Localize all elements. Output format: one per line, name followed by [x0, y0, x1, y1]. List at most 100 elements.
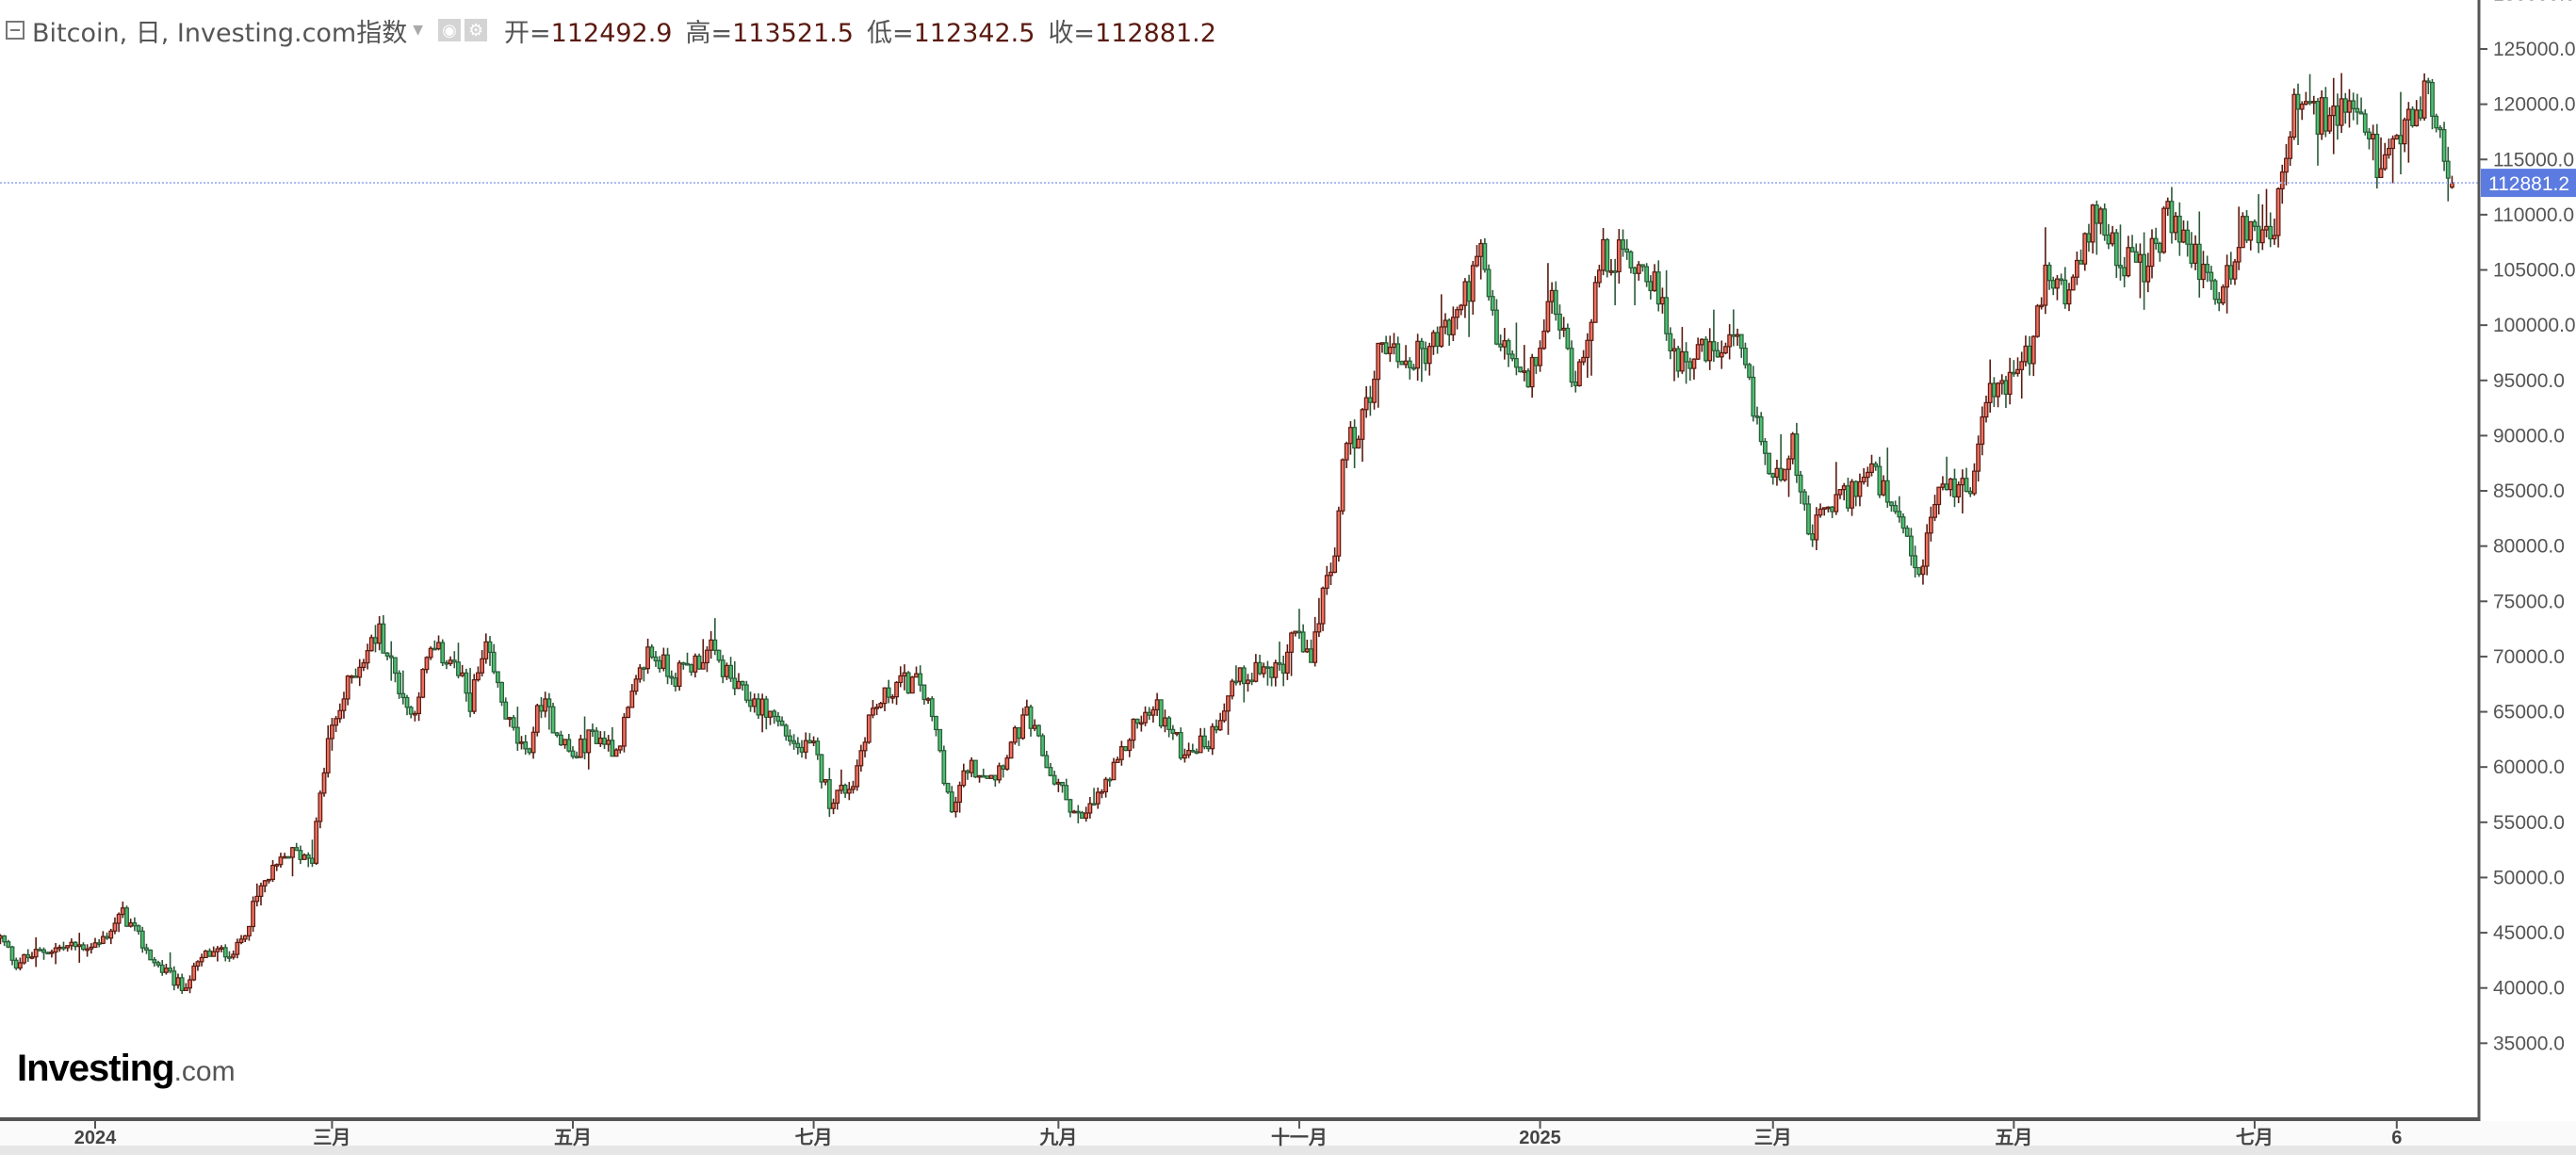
candle-down [2102, 208, 2108, 236]
candle-up [2371, 133, 2376, 139]
candle-down [1017, 726, 1021, 740]
candle-down [2118, 265, 2123, 268]
candle-up [811, 740, 816, 744]
candle-up [606, 740, 611, 745]
gear-icon[interactable]: ⚙ [465, 19, 488, 41]
candle-up [1960, 478, 1965, 486]
candle-up [898, 675, 904, 684]
candle-down [73, 941, 78, 948]
candle-up [2327, 114, 2332, 132]
candle-up [2450, 182, 2454, 188]
candle-down [1900, 516, 1906, 529]
candle-up [128, 922, 134, 927]
candle-up [1987, 382, 1993, 403]
candle-down [1214, 725, 1219, 731]
candle-down [1280, 663, 1286, 675]
candle-down [1036, 724, 1041, 737]
time-tick-label: 十一月 [1271, 1127, 1328, 1148]
candle-down [2106, 234, 2111, 245]
candle-down [696, 655, 702, 670]
candle-up [1004, 757, 1010, 770]
candle-down [1257, 661, 1263, 675]
candle-up [22, 953, 26, 964]
candle-down [1767, 452, 1771, 475]
candle-up [1660, 297, 1665, 305]
candle-down [1091, 803, 1097, 806]
candle-up [1920, 565, 1926, 576]
candle-down [1758, 415, 1764, 443]
candle-down [1490, 296, 1495, 311]
candle-down [929, 698, 935, 718]
candle-up [957, 785, 963, 804]
candle-down [2434, 115, 2439, 129]
candle-up [420, 669, 426, 698]
candle-up [2378, 168, 2384, 179]
candle-up [1529, 356, 1535, 388]
candle-up [49, 951, 55, 954]
candle-up [2145, 265, 2151, 283]
candle-up [2039, 304, 2045, 308]
candle-up [1924, 532, 1930, 567]
candle-up [2173, 215, 2178, 234]
candle-up [318, 792, 323, 822]
candle-up [1470, 265, 1475, 302]
candle-down [1075, 810, 1081, 814]
candle-up [724, 664, 729, 677]
eye-icon[interactable]: ◉ [438, 19, 462, 41]
candle-up [613, 749, 619, 757]
candle-down [1482, 242, 1488, 270]
candle-up [1230, 680, 1235, 697]
candle-down [1904, 527, 1910, 537]
candle-up [1601, 238, 1606, 271]
candle-up [617, 745, 623, 751]
candle-up [1956, 483, 1962, 497]
dropdown-caret-icon[interactable]: ▼ [413, 23, 424, 38]
candle-up [882, 687, 888, 705]
candle-up [871, 708, 875, 716]
candle-down [2374, 133, 2380, 179]
candle-up [2043, 264, 2048, 306]
candle-up [507, 717, 513, 720]
candle-up [1837, 489, 1843, 496]
candle-down [400, 692, 406, 699]
candle-down [657, 659, 662, 669]
candle-up [2023, 345, 2029, 363]
candle-down [590, 729, 595, 732]
candle-up [2149, 237, 2155, 268]
price-axis[interactable]: 130000.0 125000.0 120000.0 115000.0 110000.0… [2479, 0, 2576, 1054]
candle-up [2035, 305, 2040, 337]
candle-up [1774, 467, 1780, 479]
candle-up [483, 641, 489, 659]
candle-down [495, 671, 500, 684]
candle-down [487, 641, 493, 654]
candle-up [120, 907, 125, 916]
candle-down [791, 740, 797, 744]
candle-down [1147, 711, 1152, 716]
candle-up [314, 821, 319, 864]
candle-down [148, 949, 154, 961]
symbol-title[interactable]: Bitcoin, 日, Investing.com指数 [32, 18, 408, 48]
candle-up [1356, 438, 1361, 449]
candle-up [2165, 201, 2171, 209]
candle-up [1541, 330, 1547, 350]
candle-down [1967, 490, 1973, 495]
candle-down [1798, 474, 1803, 493]
candle-up [1818, 508, 1823, 516]
collapse-icon[interactable] [6, 21, 24, 40]
candle-down [1853, 480, 1859, 497]
candle-up [645, 646, 650, 670]
candle-up [997, 765, 1002, 781]
candle-up [76, 944, 82, 948]
candle-down [285, 855, 291, 859]
time-axis[interactable]: 2024 三月 五月 七月 九月 十一月 2025 三月 五月 七月 6 [74, 1121, 2403, 1148]
candle-up [835, 789, 840, 805]
bottom-scrollbar[interactable] [0, 1146, 2576, 1155]
candle-up [2181, 229, 2186, 243]
candle-up [357, 666, 363, 678]
candle-down [2094, 204, 2099, 224]
candle-up [1616, 239, 1622, 272]
candle-up [1115, 758, 1120, 763]
candle-down [1747, 364, 1753, 379]
candle-down [136, 925, 141, 932]
